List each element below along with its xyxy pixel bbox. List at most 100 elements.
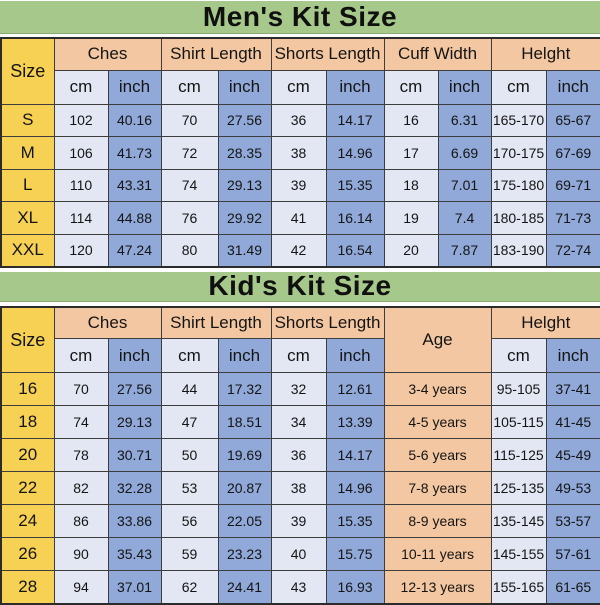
table-cell: 7.4	[437, 201, 492, 235]
table-cell: 28.35	[217, 136, 272, 170]
table-cell: 41-45	[545, 405, 600, 440]
table-cell: 120	[53, 233, 109, 268]
unit-inch-label: inch	[545, 338, 600, 374]
table-cell: 16	[0, 372, 55, 407]
kids-title: Kid's Kit Size	[208, 270, 392, 302]
table-cell: 67-69	[545, 136, 600, 170]
table-cell: 14.96	[325, 471, 385, 506]
table-cell: 69-71	[545, 168, 600, 203]
unit-inch-label: inch	[325, 338, 385, 374]
table-cell: 18	[0, 405, 55, 440]
table-cell: 32.28	[107, 471, 162, 506]
table-cell: 5-6 years	[383, 438, 492, 473]
table-cell: 29.92	[217, 201, 272, 235]
mens-chest-header: Ches	[53, 37, 162, 71]
table-cell: 155-165	[490, 570, 547, 605]
table-cell: 20	[383, 233, 439, 268]
table-cell: 15.35	[325, 168, 385, 203]
mens-header-group-row: Size Ches Shirt Length Shorts Length Cuf…	[0, 37, 600, 105]
table-cell: 80	[160, 233, 219, 268]
table-cell: 71-73	[545, 201, 600, 235]
kids-title-banner: Kid's Kit Size	[0, 270, 600, 302]
table-cell: 12-13 years	[383, 570, 492, 605]
table-cell: 22	[0, 471, 55, 506]
table-row: XL 114 44.88 76 29.92 41 16.14 19 7.4 180-185 71-7…	[0, 201, 600, 235]
table-cell: 70	[160, 103, 219, 138]
table-cell: 32	[270, 372, 327, 407]
table-cell: 45-49	[545, 438, 600, 473]
table-cell: 42	[270, 233, 327, 268]
table-cell: 6.31	[437, 103, 492, 138]
kids-header-unit-row: cm inch cm inch cm inch cm inch	[1, 338, 600, 374]
table-row: M 106 41.73 72 28.35 38 14.96 17 6.69 170-175 67-6…	[0, 136, 600, 170]
table-cell: 78	[53, 438, 109, 473]
table-cell: 16.54	[325, 233, 385, 268]
table-cell: 36	[270, 103, 327, 138]
kids-table-body: 16 70 27.56 44 17.32 32 12.61 3-4 years 95-105 37…	[0, 372, 600, 605]
table-cell: 125-135	[490, 471, 547, 506]
table-cell: 19	[383, 201, 439, 235]
table-cell: 110	[53, 168, 109, 203]
table-cell: 18	[383, 168, 439, 203]
table-cell: 28	[0, 570, 55, 605]
table-cell: 3-4 years	[383, 372, 492, 407]
table-cell: 15.75	[325, 537, 385, 572]
table-cell: 20	[0, 438, 55, 473]
unit-inch-label: inch	[107, 69, 162, 105]
table-cell: 22.05	[217, 504, 272, 539]
table-row: 22 82 32.28 53 20.87 38 14.96 7-8 years 125-135 4…	[0, 471, 600, 506]
table-cell: 29.13	[217, 168, 272, 203]
unit-inch-label: inch	[545, 69, 600, 105]
table-cell: 50	[160, 438, 219, 473]
kids-age-header: Age	[383, 306, 492, 374]
table-cell: 27.56	[217, 103, 272, 138]
table-cell: 74	[160, 168, 219, 203]
unit-inch-label: inch	[325, 69, 385, 105]
table-cell: 145-155	[490, 537, 547, 572]
unit-cm-label: cm	[160, 338, 219, 374]
table-cell: 94	[53, 570, 109, 605]
table-cell: 183-190	[490, 233, 547, 268]
mens-table-header: Size Ches Shirt Length Shorts Length Cuf…	[0, 37, 600, 105]
table-cell: 31.49	[217, 233, 272, 268]
table-cell: 115-125	[490, 438, 547, 473]
table-cell: 74	[53, 405, 109, 440]
table-cell: 17.32	[217, 372, 272, 407]
table-cell: 165-170	[490, 103, 547, 138]
table-row: 16 70 27.56 44 17.32 32 12.61 3-4 years 95-105 37…	[0, 372, 600, 407]
table-cell: 135-145	[490, 504, 547, 539]
kids-height-header: Helght	[490, 306, 600, 340]
mens-height-header: Helght	[490, 37, 600, 71]
table-cell: 82	[53, 471, 109, 506]
table-cell: 14.17	[325, 438, 385, 473]
table-row: L 110 43.31 74 29.13 39 15.35 18 7.01 175-180 69-7…	[0, 168, 600, 203]
table-row: 24 86 33.86 56 22.05 39 15.35 8-9 years 135-145 5…	[0, 504, 600, 539]
table-cell: 62	[160, 570, 219, 605]
mens-header-unit-row: cm inch cm inch cm inch cm inch cm inch	[1, 69, 600, 105]
table-cell: 43.31	[107, 168, 162, 203]
table-cell: 26	[0, 537, 55, 572]
table-cell: 76	[160, 201, 219, 235]
table-cell: 41.73	[107, 136, 162, 170]
mens-cuff-width-header: Cuff Width	[383, 37, 492, 71]
table-cell: 40.16	[107, 103, 162, 138]
unit-inch-label: inch	[107, 338, 162, 374]
table-cell: 53-57	[545, 504, 600, 539]
table-row: S 102 40.16 70 27.56 36 14.17 16 6.31 165-170 65-6…	[0, 103, 600, 138]
table-row: XXL 120 47.24 80 31.49 42 16.54 20 7.87 183-190 72…	[0, 233, 600, 268]
table-cell: M	[0, 136, 55, 170]
table-cell: 47.24	[107, 233, 162, 268]
table-cell: 16.93	[325, 570, 385, 605]
mens-table-body: S 102 40.16 70 27.56 36 14.17 16 6.31 165-170 65-6…	[0, 103, 600, 268]
mens-shorts-length-header: Shorts Length	[270, 37, 385, 71]
unit-cm-label: cm	[490, 69, 547, 105]
table-row: 28 94 37.01 62 24.41 43 16.93 12-13 years 155-16…	[0, 570, 600, 605]
kids-table-header: Size Ches Shirt Length Shorts Length Age…	[0, 306, 600, 374]
table-cell: 37.01	[107, 570, 162, 605]
table-cell: 86	[53, 504, 109, 539]
table-cell: XL	[0, 201, 55, 235]
table-cell: 24	[0, 504, 55, 539]
unit-cm-label: cm	[53, 338, 109, 374]
table-cell: 59	[160, 537, 219, 572]
table-cell: 180-185	[490, 201, 547, 235]
